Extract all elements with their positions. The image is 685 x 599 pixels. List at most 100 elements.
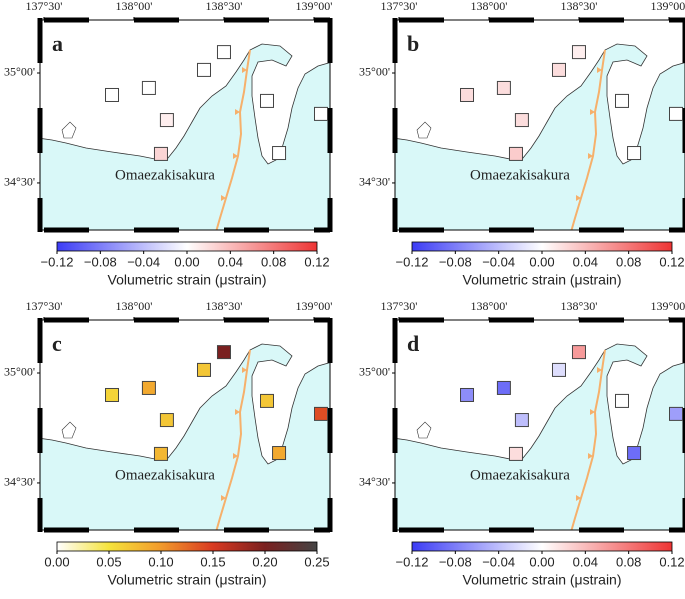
colorbar-label: Volumetric strain (μstrain) xyxy=(108,272,267,288)
y-tick-label: 35°00' xyxy=(4,365,35,379)
station-square xyxy=(159,113,174,128)
y-tick-label: 34°30' xyxy=(4,475,35,489)
colorbar-tick-label: 0.25 xyxy=(304,554,329,569)
colorbar-tick-label: 0.00 xyxy=(174,254,199,269)
station-square xyxy=(196,362,211,377)
colorbar xyxy=(56,541,318,552)
map-panel: 137°30' 138°00' 138°30' 139°00' 35°00' 34°30'… xyxy=(359,0,685,288)
y-tick-label: 35°00' xyxy=(4,65,35,79)
station-square xyxy=(196,62,211,77)
station-square xyxy=(216,45,231,60)
colorbar-tick-label: 0.08 xyxy=(616,254,641,269)
station-square xyxy=(272,446,287,461)
basemap xyxy=(393,18,685,232)
colorbar-tick-label: 0.12 xyxy=(659,254,684,269)
colorbar-tick-label: 0.04 xyxy=(573,554,598,569)
station-square xyxy=(105,387,120,402)
x-tick-label: 138°30' xyxy=(560,0,597,13)
colorbar-tick-label: −0.08 xyxy=(439,254,472,269)
station-square xyxy=(668,106,683,121)
colorbar-tick-label: −0.04 xyxy=(482,254,515,269)
colorbar-tick-label: 0.04 xyxy=(573,254,598,269)
station-square xyxy=(508,446,523,461)
y-tick-label: 34°30' xyxy=(359,175,390,189)
colorbar-tick-label: 0.08 xyxy=(616,554,641,569)
station-square xyxy=(105,87,120,102)
colorbar-tick-label: 0.05 xyxy=(96,554,121,569)
colorbar-label: Volumetric strain (μstrain) xyxy=(463,572,622,588)
x-tick-label: 138°00' xyxy=(470,299,507,313)
station-square xyxy=(627,446,642,461)
x-tick-label: 137°30' xyxy=(380,299,417,313)
x-tick-label: 137°30' xyxy=(25,299,62,313)
x-tick-label: 139°00' xyxy=(295,0,332,13)
station-square xyxy=(141,380,156,395)
panel-label: a xyxy=(52,31,63,56)
place-label: Omaezakisakura xyxy=(115,167,215,183)
colorbar-tick-label: 0.12 xyxy=(304,254,329,269)
colorbar xyxy=(56,241,318,252)
x-tick-label: 138°30' xyxy=(560,299,597,313)
colorbar-tick-label: 0.04 xyxy=(218,254,243,269)
x-tick-label: 138°30' xyxy=(205,299,242,313)
x-tick-label: 139°00' xyxy=(650,299,685,313)
y-tick-label: 35°00' xyxy=(359,65,390,79)
y-tick-label: 34°30' xyxy=(359,475,390,489)
panel-label: c xyxy=(52,331,62,356)
basemap xyxy=(38,318,332,532)
station-square xyxy=(141,80,156,95)
station-square xyxy=(551,362,566,377)
colorbar-tick-label: 0.00 xyxy=(529,254,554,269)
station-square xyxy=(272,146,287,161)
station-square xyxy=(514,113,529,128)
station-square xyxy=(614,93,629,108)
colorbar-tick-label: −0.12 xyxy=(41,254,74,269)
basemap xyxy=(393,318,685,532)
station-square xyxy=(259,393,274,408)
station-square xyxy=(153,446,168,461)
x-tick-label: 138°30' xyxy=(205,0,242,13)
colorbar xyxy=(411,541,673,552)
colorbar-tick-label: 0.08 xyxy=(261,254,286,269)
station-square xyxy=(259,93,274,108)
colorbar-tick-label: 0.10 xyxy=(148,554,173,569)
station-square xyxy=(496,380,511,395)
x-tick-label: 137°30' xyxy=(380,0,417,13)
x-tick-label: 139°00' xyxy=(295,299,332,313)
colorbar-tick-label: 0.12 xyxy=(659,554,684,569)
y-tick-label: 34°30' xyxy=(4,175,35,189)
place-label: Omaezakisakura xyxy=(115,467,215,483)
colorbar-tick-label: 0.20 xyxy=(252,554,277,569)
panel-label: d xyxy=(407,331,419,356)
map-panel: 137°30' 138°00' 138°30' 139°00' 35°00' 34°30'… xyxy=(4,0,332,288)
x-tick-label: 138°00' xyxy=(115,0,152,13)
y-tick-label: 35°00' xyxy=(359,365,390,379)
colorbar-tick-label: 0.00 xyxy=(529,554,554,569)
panel-label: b xyxy=(407,31,419,56)
station-square xyxy=(313,406,328,421)
colorbar-tick-label: −0.12 xyxy=(396,254,429,269)
station-square xyxy=(460,87,475,102)
colorbar xyxy=(411,241,673,252)
station-square xyxy=(571,45,586,60)
x-tick-label: 139°00' xyxy=(650,0,685,13)
station-square xyxy=(514,413,529,428)
station-square xyxy=(614,393,629,408)
station-square xyxy=(668,406,683,421)
station-square xyxy=(313,106,328,121)
basemap xyxy=(38,18,332,232)
colorbar-label: Volumetric strain (μstrain) xyxy=(108,572,267,588)
place-label: Omaezakisakura xyxy=(470,467,570,483)
station-square xyxy=(496,80,511,95)
station-square xyxy=(159,413,174,428)
x-tick-label: 138°00' xyxy=(470,0,507,13)
colorbar-tick-label: −0.04 xyxy=(127,254,160,269)
map-panel: 137°30' 138°00' 138°30' 139°00' 35°00' 34°30'… xyxy=(4,299,332,588)
station-square xyxy=(571,345,586,360)
map-panel: 137°30' 138°00' 138°30' 139°00' 35°00' 34°30'… xyxy=(359,299,685,588)
colorbar-tick-label: −0.08 xyxy=(84,254,117,269)
station-square xyxy=(551,62,566,77)
x-tick-label: 137°30' xyxy=(25,0,62,13)
colorbar-tick-label: 0.15 xyxy=(200,554,225,569)
